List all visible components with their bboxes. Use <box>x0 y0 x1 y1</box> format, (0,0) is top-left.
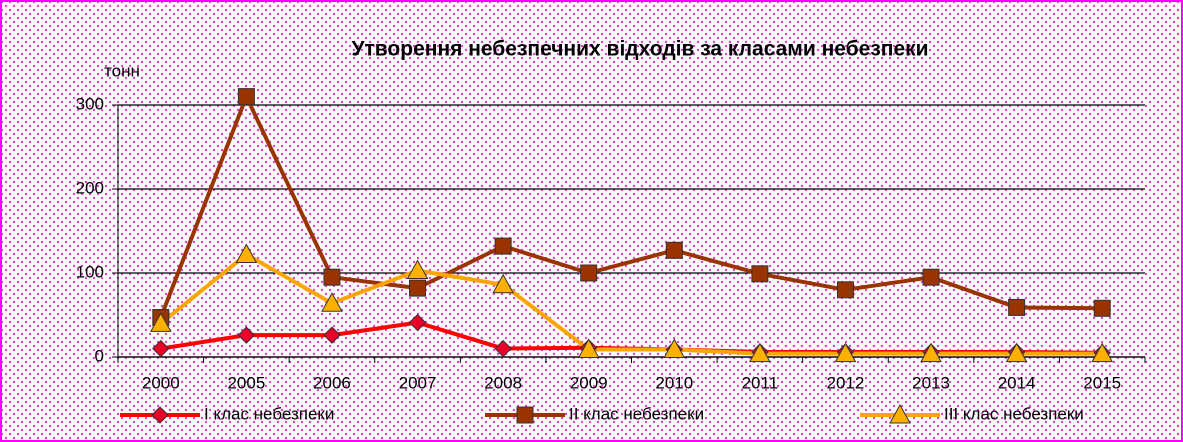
point-marker <box>149 312 172 332</box>
point-marker <box>665 241 683 259</box>
y-axis-label: тонн <box>104 61 140 80</box>
x-tick-label: 2009 <box>570 373 608 392</box>
point-marker <box>408 313 427 332</box>
y-tick-label: 0 <box>95 346 104 365</box>
legend-marker <box>889 403 911 424</box>
x-tick-label: 2012 <box>827 373 865 392</box>
x-tick-label: 2000 <box>142 373 180 392</box>
series-line <box>158 94 1103 319</box>
point-marker <box>237 326 256 344</box>
point-marker <box>235 243 258 264</box>
x-tick-label: 2011 <box>742 373 779 392</box>
point-marker <box>406 259 429 279</box>
point-marker <box>1005 342 1028 363</box>
legend-label: ІІ клас небезпеки <box>569 404 704 423</box>
point-marker <box>494 237 512 255</box>
point-marker <box>237 88 255 106</box>
legend-label: І клас небезпеки <box>204 404 334 423</box>
point-marker <box>1008 298 1026 316</box>
legend-marker <box>151 406 169 424</box>
point-marker <box>494 339 512 358</box>
point-marker <box>663 338 686 358</box>
x-tick-label: 2010 <box>655 373 693 392</box>
x-tick-label: 2008 <box>484 373 522 392</box>
point-marker <box>749 342 771 363</box>
point-marker <box>1093 299 1111 317</box>
x-tick-label: 2013 <box>912 373 950 392</box>
point-marker <box>920 342 942 363</box>
point-marker <box>1091 342 1114 363</box>
point-marker <box>152 339 170 358</box>
point-marker <box>577 338 600 358</box>
point-marker <box>580 264 598 282</box>
x-tick-label: 2014 <box>998 373 1036 392</box>
chart-title: Утворення небезпечних відходів за класам… <box>351 38 928 61</box>
y-tick-label: 200 <box>76 178 104 197</box>
legend-marker <box>516 406 534 424</box>
y-tick-label: 100 <box>76 262 104 281</box>
x-tick-label: 2005 <box>227 373 265 392</box>
point-marker <box>323 268 341 286</box>
point-marker <box>492 273 514 294</box>
point-marker <box>922 268 940 286</box>
x-tick-label: 2015 <box>1083 373 1121 392</box>
x-tick-label: 2006 <box>313 373 351 392</box>
x-tick-label: 2007 <box>399 373 437 392</box>
point-marker <box>834 342 857 363</box>
y-tick-label: 300 <box>76 94 104 113</box>
legend-label: ІІІ клас небезпеки <box>944 404 1084 423</box>
point-marker <box>751 265 769 283</box>
point-marker <box>323 326 341 344</box>
point-marker <box>836 281 854 299</box>
point-marker <box>409 279 427 297</box>
series-line <box>159 252 1103 356</box>
point-marker <box>321 292 343 312</box>
